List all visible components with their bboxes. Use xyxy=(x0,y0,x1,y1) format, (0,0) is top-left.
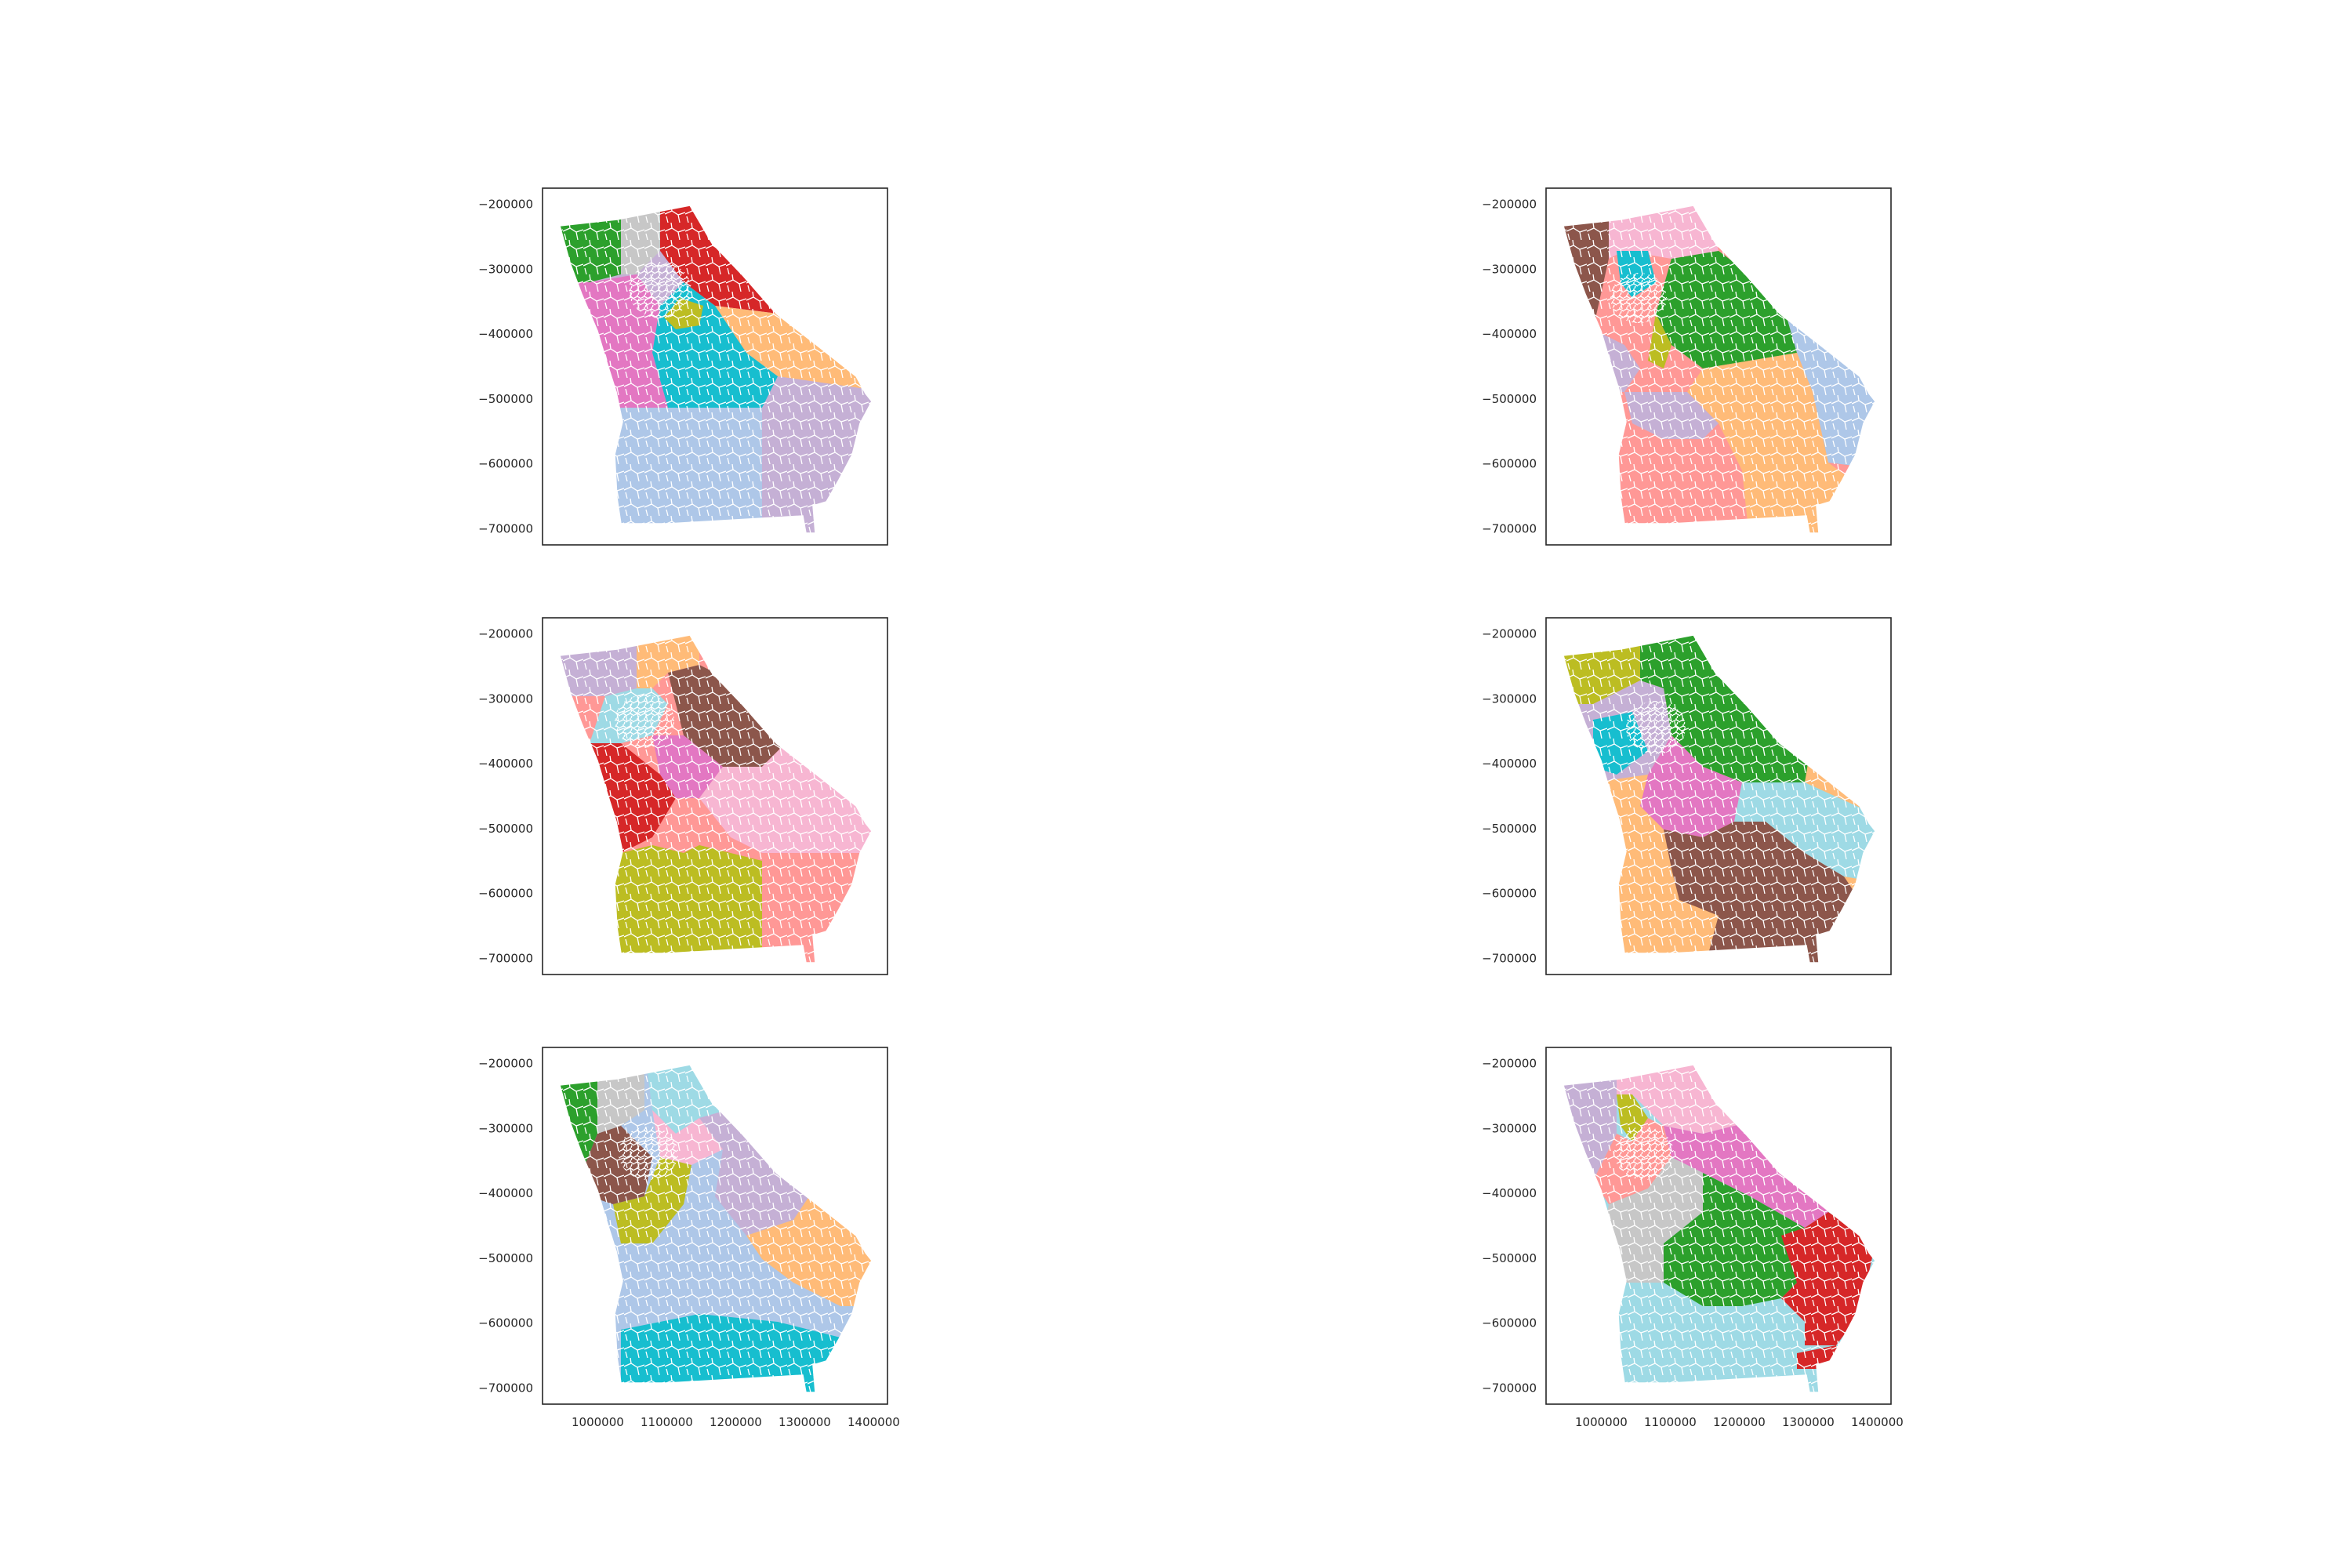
y-tick-label: −400000 xyxy=(478,327,533,341)
y-tick-label: −500000 xyxy=(478,1251,533,1265)
y-tick-label: −300000 xyxy=(478,1121,533,1135)
y-tick-label: −400000 xyxy=(1482,1186,1537,1200)
axes-frame xyxy=(1545,1047,1892,1405)
y-tick-label: −300000 xyxy=(1482,262,1537,276)
axes-frame xyxy=(542,1047,888,1405)
y-tick-label: −200000 xyxy=(478,1057,533,1071)
y-tick-label: −500000 xyxy=(1482,822,1537,836)
y-tick-label: −700000 xyxy=(478,951,533,965)
axes-frame xyxy=(542,187,888,546)
y-tick-label: −300000 xyxy=(478,691,533,706)
y-tick-label: −200000 xyxy=(1482,198,1537,212)
y-tick-label: −600000 xyxy=(478,1316,533,1330)
axes-frame xyxy=(542,617,888,975)
y-tick-label: −200000 xyxy=(1482,627,1537,641)
y-tick-label: −400000 xyxy=(478,757,533,771)
y-tick-label: −400000 xyxy=(1482,757,1537,771)
map-panel-3 xyxy=(542,617,888,975)
x-tick-label: 1400000 xyxy=(848,1415,900,1429)
map-panel-4 xyxy=(1545,617,1892,975)
map-panel-5 xyxy=(542,1047,888,1405)
x-tick-label: 1000000 xyxy=(1575,1415,1628,1429)
y-tick-label: −500000 xyxy=(1482,392,1537,406)
y-tick-label: −600000 xyxy=(478,457,533,471)
x-tick-label: 1100000 xyxy=(641,1415,693,1429)
axes-frame xyxy=(1545,187,1892,546)
x-tick-label: 1400000 xyxy=(1851,1415,1904,1429)
x-tick-label: 1300000 xyxy=(1782,1415,1835,1429)
x-tick-label: 1000000 xyxy=(572,1415,624,1429)
y-tick-label: −500000 xyxy=(478,822,533,836)
map-panel-2 xyxy=(1545,187,1892,546)
axis-ticks: −200000 −300000 −400000 −500000 −600000 −7000… xyxy=(478,198,1904,1429)
x-tick-label: 1100000 xyxy=(1644,1415,1697,1429)
x-tick-label: 1200000 xyxy=(710,1415,762,1429)
y-tick-label: −600000 xyxy=(1482,887,1537,901)
axes-frame xyxy=(1545,617,1892,975)
y-tick-label: −700000 xyxy=(478,521,533,535)
y-tick-label: −600000 xyxy=(1482,1316,1537,1330)
y-tick-label: −700000 xyxy=(1482,1381,1537,1395)
x-tick-label: 1200000 xyxy=(1713,1415,1766,1429)
y-tick-label: −200000 xyxy=(478,198,533,212)
y-tick-label: −300000 xyxy=(478,262,533,276)
map-panel-6 xyxy=(1545,1047,1892,1405)
y-tick-label: −400000 xyxy=(1482,327,1537,341)
y-tick-label: −700000 xyxy=(1482,521,1537,535)
y-tick-label: −300000 xyxy=(1482,1121,1537,1135)
y-tick-label: −700000 xyxy=(1482,951,1537,965)
y-tick-label: −700000 xyxy=(478,1381,533,1395)
map-panel-1 xyxy=(542,187,888,546)
y-tick-label: −400000 xyxy=(478,1186,533,1200)
y-tick-label: −500000 xyxy=(478,392,533,406)
y-tick-label: −500000 xyxy=(1482,1251,1537,1265)
y-tick-label: −600000 xyxy=(1482,457,1537,471)
y-tick-label: −600000 xyxy=(478,887,533,901)
y-tick-label: −200000 xyxy=(478,627,533,641)
y-tick-label: −200000 xyxy=(1482,1057,1537,1071)
x-tick-label: 1300000 xyxy=(779,1415,831,1429)
y-tick-label: −300000 xyxy=(1482,691,1537,706)
